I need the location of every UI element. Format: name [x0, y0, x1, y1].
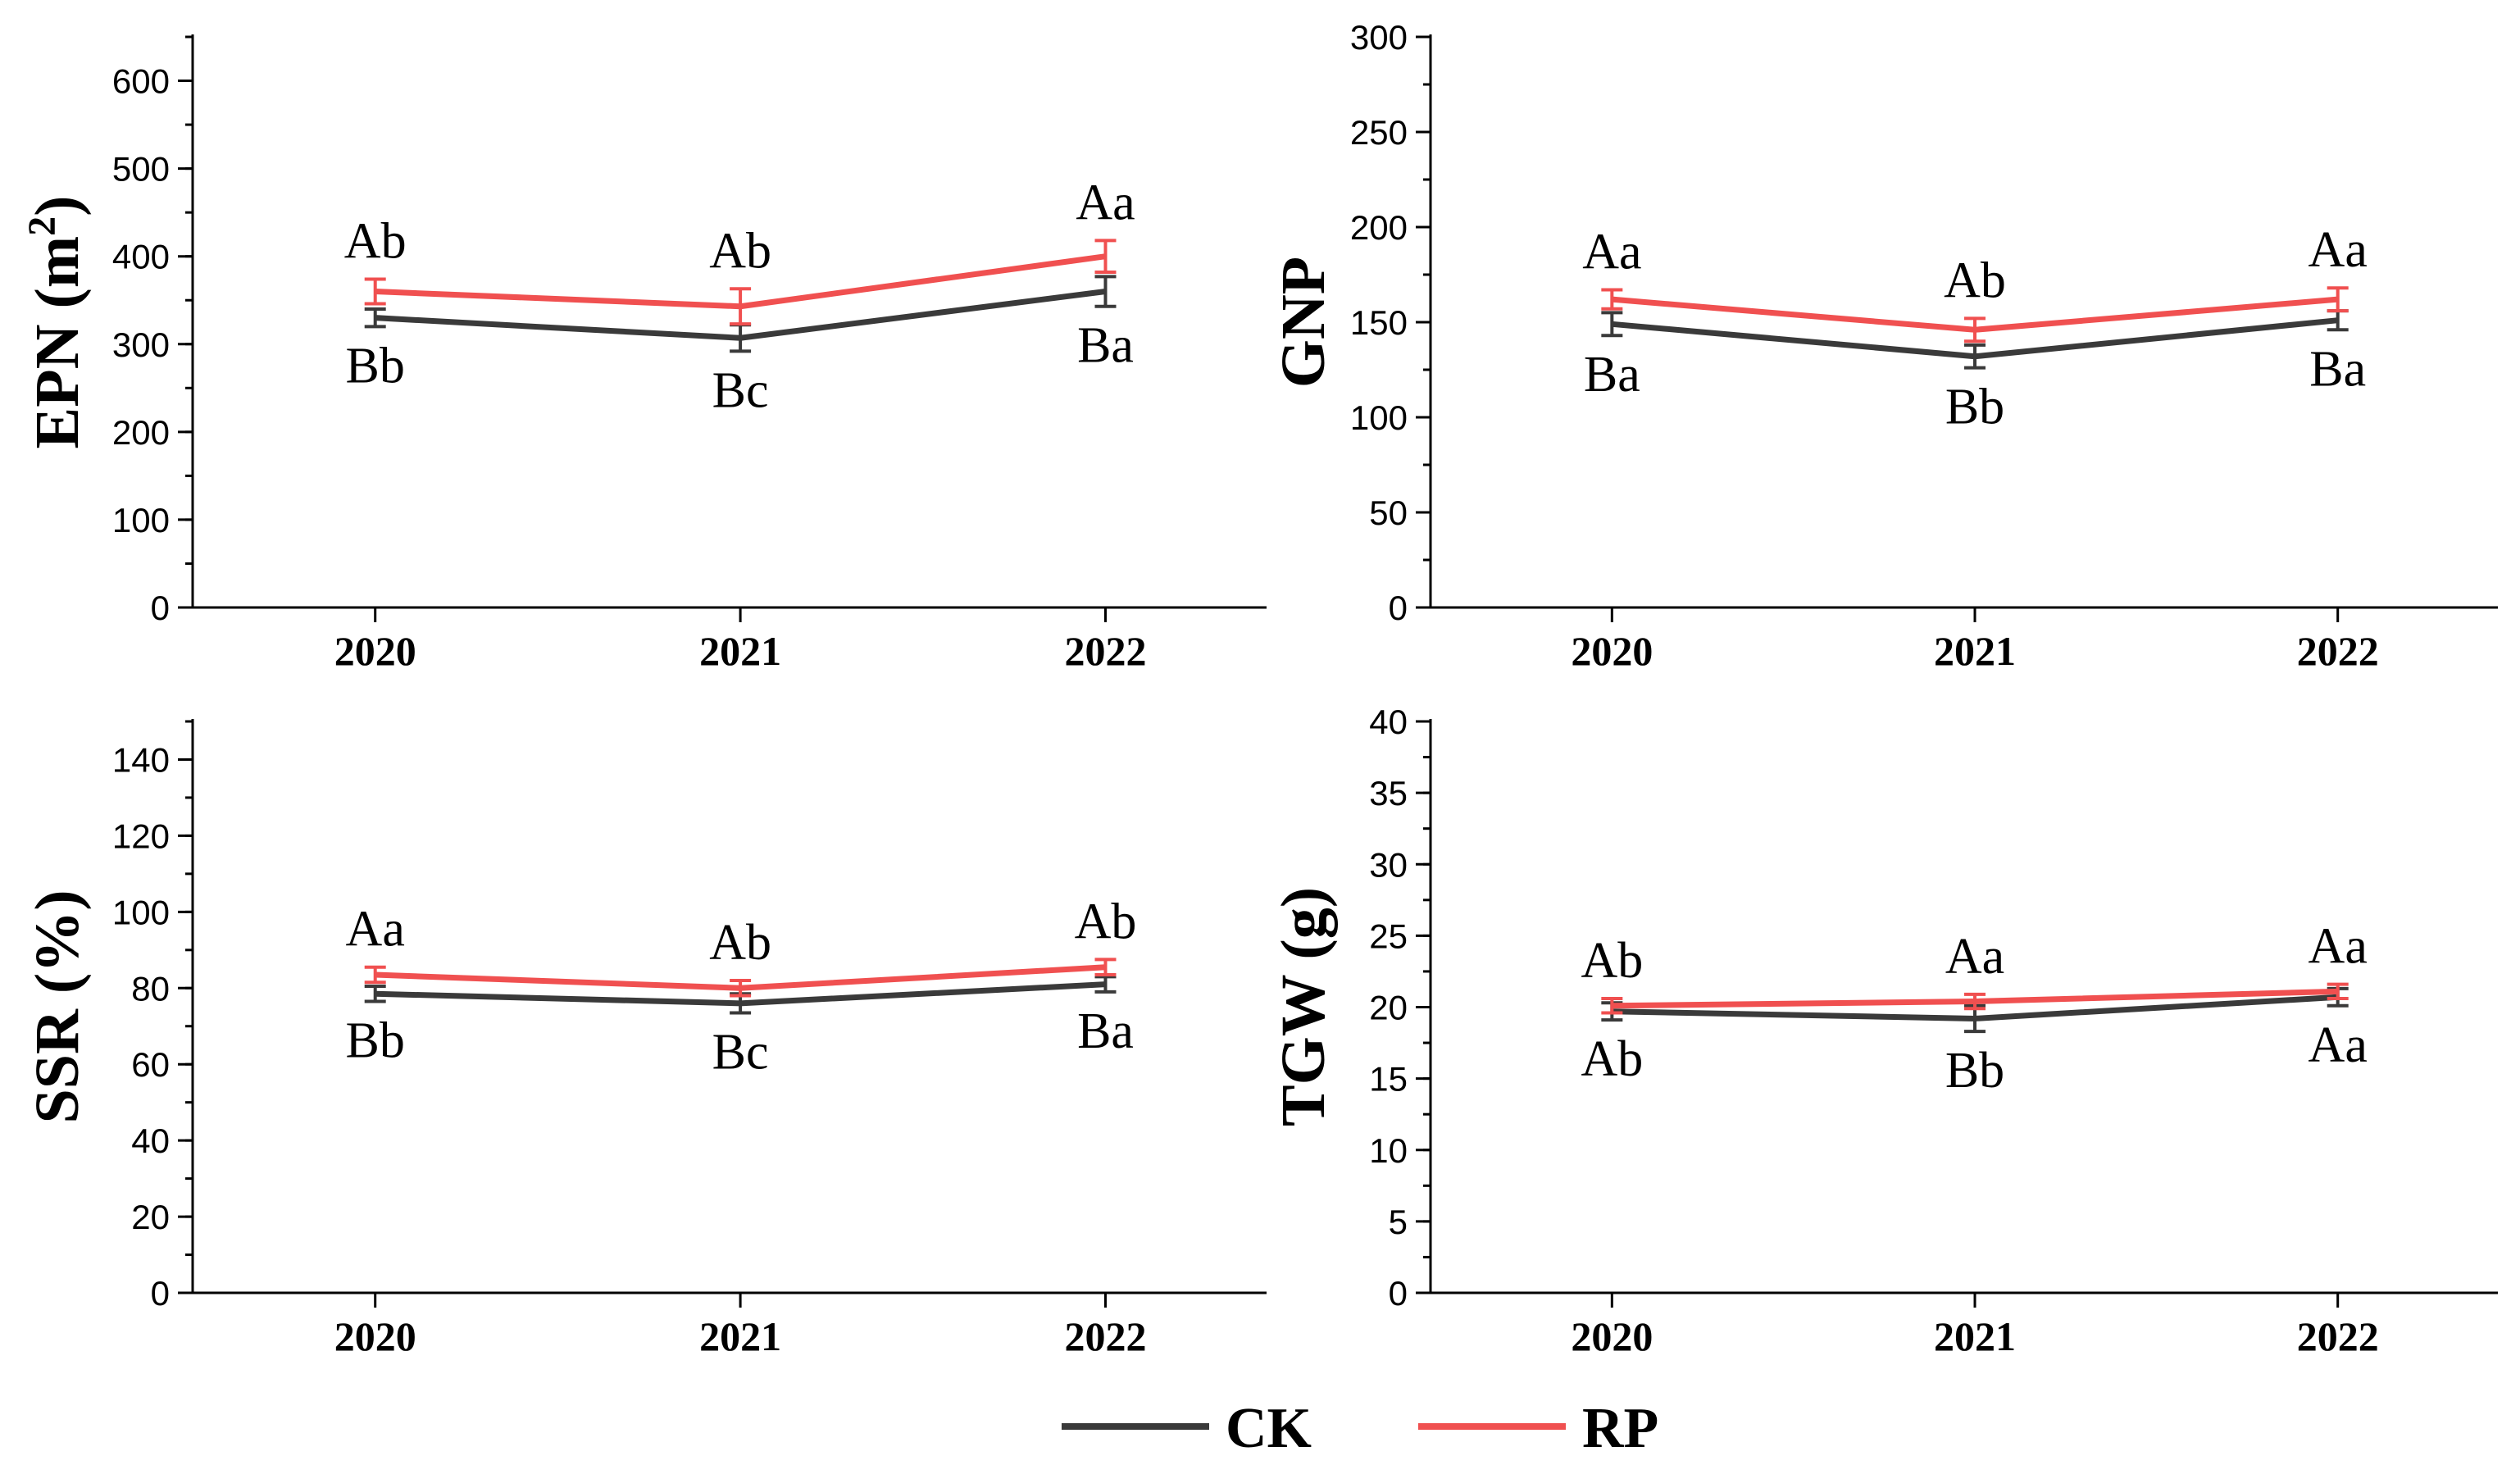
rp-significance-label: Ab [709, 915, 771, 971]
y-tick-label: 40 [131, 1121, 170, 1160]
y-tick-label: 300 [112, 325, 170, 364]
y-tick-label: 20 [131, 1198, 170, 1236]
series-rp [364, 958, 1117, 998]
legend: CK RP [1062, 1397, 1658, 1460]
ck-significance-label: Ba [1077, 1003, 1134, 1059]
y-tick-label: 0 [1389, 1274, 1408, 1313]
ck-significance-label: Ba [2309, 341, 2366, 397]
series-ck [364, 975, 1117, 1015]
x-tick-label: 2020 [1571, 628, 1653, 674]
y-axis-title: GNP [1269, 257, 1338, 388]
y-tick-label: 100 [112, 501, 170, 539]
series-rp [364, 239, 1117, 326]
y-tick-label: 5 [1389, 1203, 1408, 1241]
rp-significance-label: Ab [1944, 253, 2006, 308]
y-tick-label: 300 [1350, 18, 1408, 57]
y-tick-label: 40 [1369, 703, 1408, 741]
series-ck [364, 275, 1117, 353]
y-tick-label: 35 [1369, 774, 1408, 812]
panel-epn: 0 100 200 300 400 500 600 2020 2021 2022 EPN (m2) A… [20, 34, 1267, 674]
y-tick-label: 60 [131, 1045, 170, 1084]
ck-significance-label: Aa [2308, 1017, 2368, 1073]
y-tick-label: 140 [112, 740, 170, 779]
ck-significance-label: Bb [346, 1013, 405, 1069]
x-tick-label: 2020 [334, 628, 416, 674]
y-axis-title: SSR (%) [23, 889, 92, 1123]
ck-significance-label: Bc [712, 362, 769, 418]
x-tick-label: 2022 [1065, 1313, 1147, 1359]
y-tick-label: 0 [151, 1274, 170, 1313]
series-rp [1601, 982, 2349, 1015]
rp-significance-label: Aa [1945, 929, 2004, 985]
ck-significance-label: Bb [346, 338, 405, 394]
x-tick-label: 2021 [1934, 1313, 2016, 1359]
y-tick-label: 10 [1369, 1131, 1408, 1170]
x-tick-label: 2022 [2297, 1313, 2379, 1359]
y-tick-label: 50 [1369, 494, 1408, 532]
y-tick-label: 0 [151, 589, 170, 627]
rp-significance-label: Aa [1076, 175, 1135, 230]
panel-gnp: 0 50 100 150 200 250 300 2020 2021 2022 GNP Aa Ab Aa B… [1269, 18, 2498, 674]
legend-label: CK [1226, 1397, 1312, 1460]
legend-label: RP [1582, 1397, 1658, 1460]
y-tick-label: 400 [112, 238, 170, 276]
y-tick-label: 150 [1350, 303, 1408, 342]
y-tick-label: 100 [1350, 398, 1408, 437]
rp-significance-label: Ab [1075, 894, 1137, 949]
rp-significance-label: Aa [2308, 222, 2368, 278]
y-tick-label: 100 [112, 893, 170, 931]
x-tick-label: 2020 [334, 1313, 416, 1359]
series-ck [1601, 986, 2349, 1034]
legend-item-rp: RP [1418, 1397, 1658, 1460]
y-tick-label: 0 [1389, 589, 1408, 627]
ck-significance-label: Ba [1584, 347, 1640, 403]
y-tick-label: 600 [112, 62, 170, 101]
rp-significance-label: Aa [2308, 919, 2368, 975]
ck-significance-label: Bb [1945, 380, 2004, 435]
y-axis-title: TGW (g) [1269, 887, 1338, 1126]
y-tick-label: 120 [112, 817, 170, 855]
x-tick-label: 2021 [1934, 628, 2016, 674]
y-tick-label: 200 [1350, 208, 1408, 247]
x-tick-label: 2020 [1571, 1313, 1653, 1359]
ck-significance-label: Ba [1077, 318, 1134, 374]
ck-significance-label: Ab [1581, 1031, 1643, 1087]
y-tick-label: 20 [1369, 989, 1408, 1027]
x-tick-label: 2022 [1065, 628, 1147, 674]
series-rp [1601, 286, 2349, 344]
x-tick-label: 2021 [699, 628, 781, 674]
y-tick-label: 30 [1369, 845, 1408, 884]
y-tick-label: 80 [131, 969, 170, 1008]
y-tick-label: 15 [1369, 1060, 1408, 1099]
ck-significance-label: Bb [1945, 1043, 2004, 1099]
ck-significance-label: Bc [712, 1024, 769, 1080]
y-tick-label: 250 [1350, 113, 1408, 152]
y-tick-label: 200 [112, 413, 170, 452]
y-tick-label: 25 [1369, 917, 1408, 955]
y-axis-title: EPN (m2) [20, 196, 92, 449]
rp-significance-label: Aa [1582, 225, 1641, 280]
rp-significance-label: Ab [344, 214, 407, 270]
rp-significance-label: Aa [346, 902, 405, 958]
rp-significance-label: Ab [709, 223, 771, 279]
x-tick-label: 2021 [699, 1313, 781, 1359]
panel-ssr: 0 20 40 60 80 100 120 140 2020 2021 2022 SSR (%) Aa A… [23, 719, 1267, 1359]
x-tick-label: 2022 [2297, 628, 2379, 674]
panel-tgw: 0 5 10 15 20 25 30 35 40 2020 2021 2022 TGW (g) Ab Aa A… [1269, 703, 2498, 1359]
y-tick-label: 500 [112, 150, 170, 189]
rp-significance-label: Ab [1581, 933, 1643, 989]
legend-item-ck: CK [1062, 1397, 1312, 1460]
